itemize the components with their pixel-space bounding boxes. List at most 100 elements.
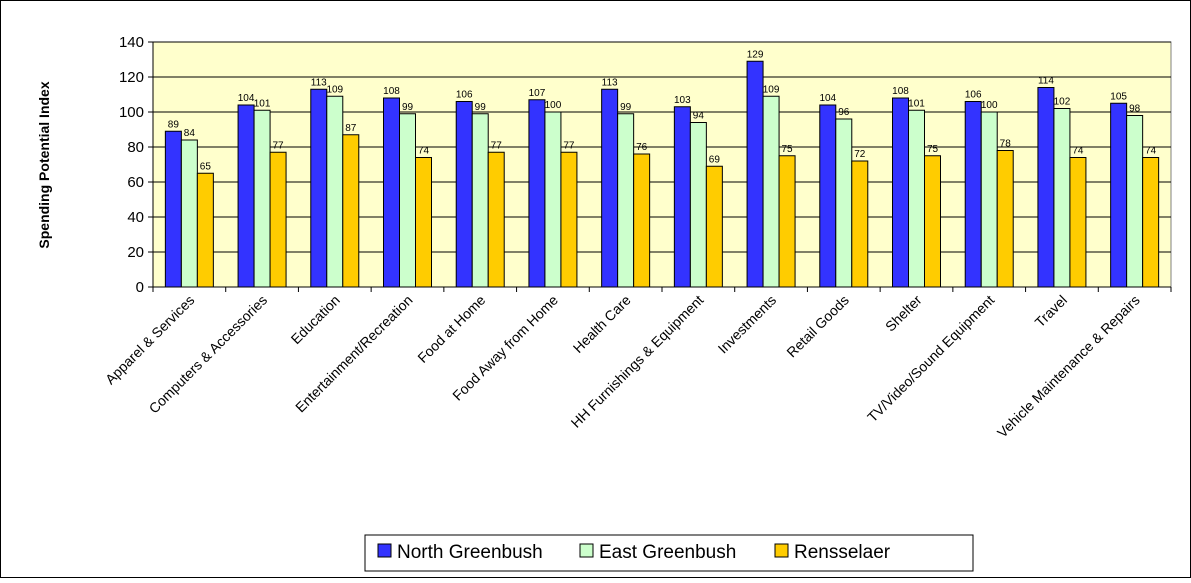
bar — [762, 95, 780, 288]
data-label: 96 — [838, 107, 850, 118]
y-tick-label: 0 — [136, 279, 144, 296]
bar — [1142, 157, 1160, 288]
bar — [253, 109, 271, 288]
legend-entry: Rensselaer — [794, 542, 891, 563]
data-label: 100 — [981, 100, 998, 111]
bar — [196, 172, 214, 288]
data-label: 101 — [908, 98, 925, 109]
bar — [617, 113, 635, 288]
bar — [673, 106, 691, 288]
data-label: 74 — [418, 146, 430, 157]
data-label: 102 — [1054, 97, 1071, 108]
data-label: 104 — [819, 93, 836, 104]
bar — [560, 151, 578, 288]
data-label: 105 — [1110, 91, 1127, 102]
legend-entry: East Greenbush — [599, 542, 736, 563]
data-label: 114 — [1038, 76, 1054, 87]
bar — [383, 97, 400, 288]
bar — [980, 111, 998, 288]
y-tick-label: 80 — [127, 139, 144, 156]
bar — [528, 99, 546, 288]
data-label: 99 — [475, 102, 487, 113]
bar — [1069, 157, 1087, 288]
legend-items: North Greenbush East Greenbush Rensselaer — [377, 542, 891, 563]
bar — [326, 95, 344, 288]
data-label: 78 — [1000, 139, 1012, 150]
data-label: 84 — [184, 128, 196, 139]
data-label: 65 — [200, 161, 212, 172]
data-label: 77 — [273, 140, 285, 151]
data-label: 103 — [674, 95, 691, 106]
bar — [1126, 115, 1144, 288]
legend-box — [364, 534, 974, 572]
bar — [633, 153, 651, 288]
y-axis-title: Spending Potential Index — [36, 81, 52, 248]
y-tick-label: 100 — [119, 104, 144, 121]
bar — [689, 122, 707, 288]
legend: North Greenbush East Greenbush Rensselaer — [364, 534, 974, 572]
data-label: 109 — [326, 84, 343, 95]
data-label: 108 — [892, 86, 909, 97]
data-label: 108 — [383, 86, 400, 97]
data-label: 75 — [927, 144, 939, 155]
bar — [487, 151, 505, 288]
data-label: 104 — [238, 93, 255, 104]
data-label: 98 — [1129, 104, 1141, 115]
bar — [601, 88, 619, 288]
bar — [908, 109, 925, 288]
data-label: 74 — [1072, 146, 1084, 157]
data-label: 76 — [636, 142, 648, 153]
data-label: 107 — [529, 88, 546, 99]
data-label: 113 — [311, 77, 327, 88]
y-tick-label: 140 — [119, 34, 144, 51]
y-tick-label: 40 — [127, 209, 144, 226]
data-label: 109 — [763, 84, 780, 95]
bar — [924, 155, 941, 288]
data-label: 101 — [254, 98, 271, 109]
data-label: 106 — [456, 90, 473, 101]
data-label: 99 — [620, 102, 632, 113]
data-label: 99 — [402, 102, 414, 113]
bar — [544, 111, 562, 288]
bar — [892, 97, 909, 288]
bar — [964, 101, 982, 288]
bar — [835, 118, 853, 288]
bar — [164, 130, 182, 288]
data-label: 72 — [854, 149, 866, 160]
y-tick-label: 60 — [127, 174, 144, 191]
data-label: 100 — [545, 100, 562, 111]
data-label: 74 — [1145, 146, 1157, 157]
bar — [996, 150, 1014, 288]
legend-swatch — [774, 543, 789, 558]
y-tick-label: 20 — [127, 244, 144, 261]
data-label: 87 — [345, 123, 357, 134]
bar — [180, 139, 198, 288]
bar — [415, 157, 432, 288]
axes: 0 20 40 60 80 100 120 140 — [119, 34, 1172, 296]
bar — [237, 104, 255, 288]
legend-swatch — [377, 543, 392, 558]
bars — [164, 60, 1160, 288]
data-label: 94 — [693, 111, 705, 122]
y-tick-label: 120 — [119, 69, 144, 86]
bar — [269, 151, 287, 288]
data-label: 77 — [491, 140, 503, 151]
bar — [705, 165, 723, 288]
bar — [1053, 108, 1071, 288]
data-label: 69 — [709, 154, 721, 165]
bar — [455, 101, 473, 288]
data-label: 77 — [563, 140, 575, 151]
plot-area — [152, 41, 1172, 288]
bar — [399, 113, 416, 288]
bar — [851, 160, 869, 288]
bar — [471, 113, 489, 288]
bar — [819, 104, 837, 288]
legend-entry: North Greenbush — [397, 542, 543, 563]
bar — [342, 134, 360, 288]
bar — [1110, 102, 1128, 288]
bar — [778, 155, 796, 288]
data-label: 129 — [747, 49, 764, 60]
